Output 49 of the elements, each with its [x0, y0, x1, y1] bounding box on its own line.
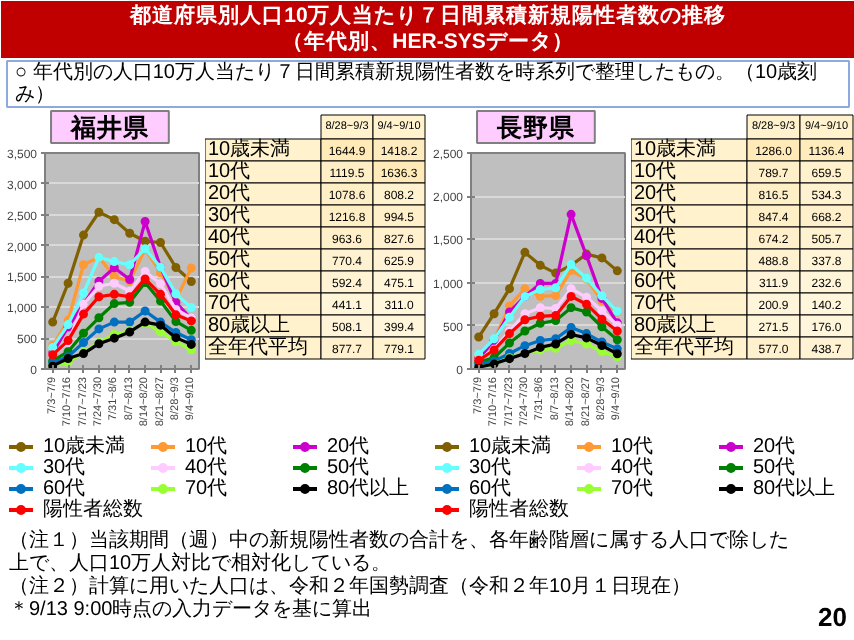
legend-label: 10歳未満	[469, 434, 552, 458]
legend-label: 70代	[185, 478, 228, 500]
legend-label: 10代	[185, 436, 228, 458]
legend-label: 70代	[611, 478, 654, 500]
legend-label: 10歳未満	[43, 434, 126, 458]
y-tick-label: 20代	[208, 183, 251, 205]
legend-label: 30代	[469, 457, 512, 479]
y-tick-label: 10代	[208, 161, 251, 183]
legend-label: 50代	[753, 457, 796, 479]
chart-title: 長野県	[494, 114, 577, 142]
y-tick-label: 10歳未満	[634, 137, 717, 161]
text: （注２）計算に用いた人口は、令和２年国勢調査（令和２年10月１日現在）	[9, 574, 692, 598]
y-tick-label: 20代	[634, 183, 677, 205]
legend-label: 40代	[185, 457, 228, 479]
y-tick-label: 10代	[634, 161, 677, 183]
y-tick-label: 50代	[634, 249, 677, 271]
text: ○ 年代別の人口10万人当たり７日間累積新規陽性者数を時系列で整理したもの。（10歳刻み）	[15, 60, 818, 106]
y-tick-label: 60代	[208, 271, 251, 293]
y-tick-label: 80歳以上	[208, 313, 291, 337]
y-tick-label: 30代	[208, 205, 251, 227]
y-tick-label: 40代	[208, 227, 251, 249]
text: （年代別、HER-SYSデータ）	[282, 28, 574, 54]
legend-label: 80代以上	[753, 476, 836, 500]
y-tick-label: 70代	[634, 293, 677, 315]
chart-title: 福井県	[68, 112, 151, 142]
legend-label: 80代以上	[327, 476, 410, 500]
text: 20	[818, 602, 848, 632]
y-tick-label: 10歳未満	[208, 137, 291, 161]
legend-label: 60代	[43, 478, 86, 500]
legend-label: 20代	[753, 436, 796, 458]
legend-label: 30代	[43, 457, 86, 479]
legend-label: 陽性者総数	[469, 497, 569, 521]
y-tick-label: 全年代平均	[208, 335, 308, 359]
y-tick-label: 30代	[634, 205, 677, 227]
y-tick-label: 60代	[634, 271, 677, 293]
y-tick-label: 全年代平均	[634, 335, 734, 359]
text: （注１）当該期間（週）中の新規陽性者数の合計を、各年齢階層に属する人口で除した上で、人口10万人対比で相対化している。	[9, 528, 789, 575]
legend-label: 20代	[327, 436, 370, 458]
legend-label: 陽性者総数	[43, 497, 143, 521]
y-tick-label: 80歳以上	[634, 313, 717, 337]
legend-label: 40代	[611, 457, 654, 479]
y-tick-label: 40代	[634, 227, 677, 249]
legend-label: 60代	[469, 478, 512, 500]
text: ＊9/13 9:00時点の入力データを基に算出	[9, 597, 373, 621]
y-tick-label: 50代	[208, 249, 251, 271]
legend-label: 10代	[611, 436, 654, 458]
text: 都道府県別人口10万人当たり７日間累積新規陽性者数の推移	[128, 2, 726, 28]
y-tick-label: 70代	[208, 293, 251, 315]
legend-label: 50代	[327, 457, 370, 479]
